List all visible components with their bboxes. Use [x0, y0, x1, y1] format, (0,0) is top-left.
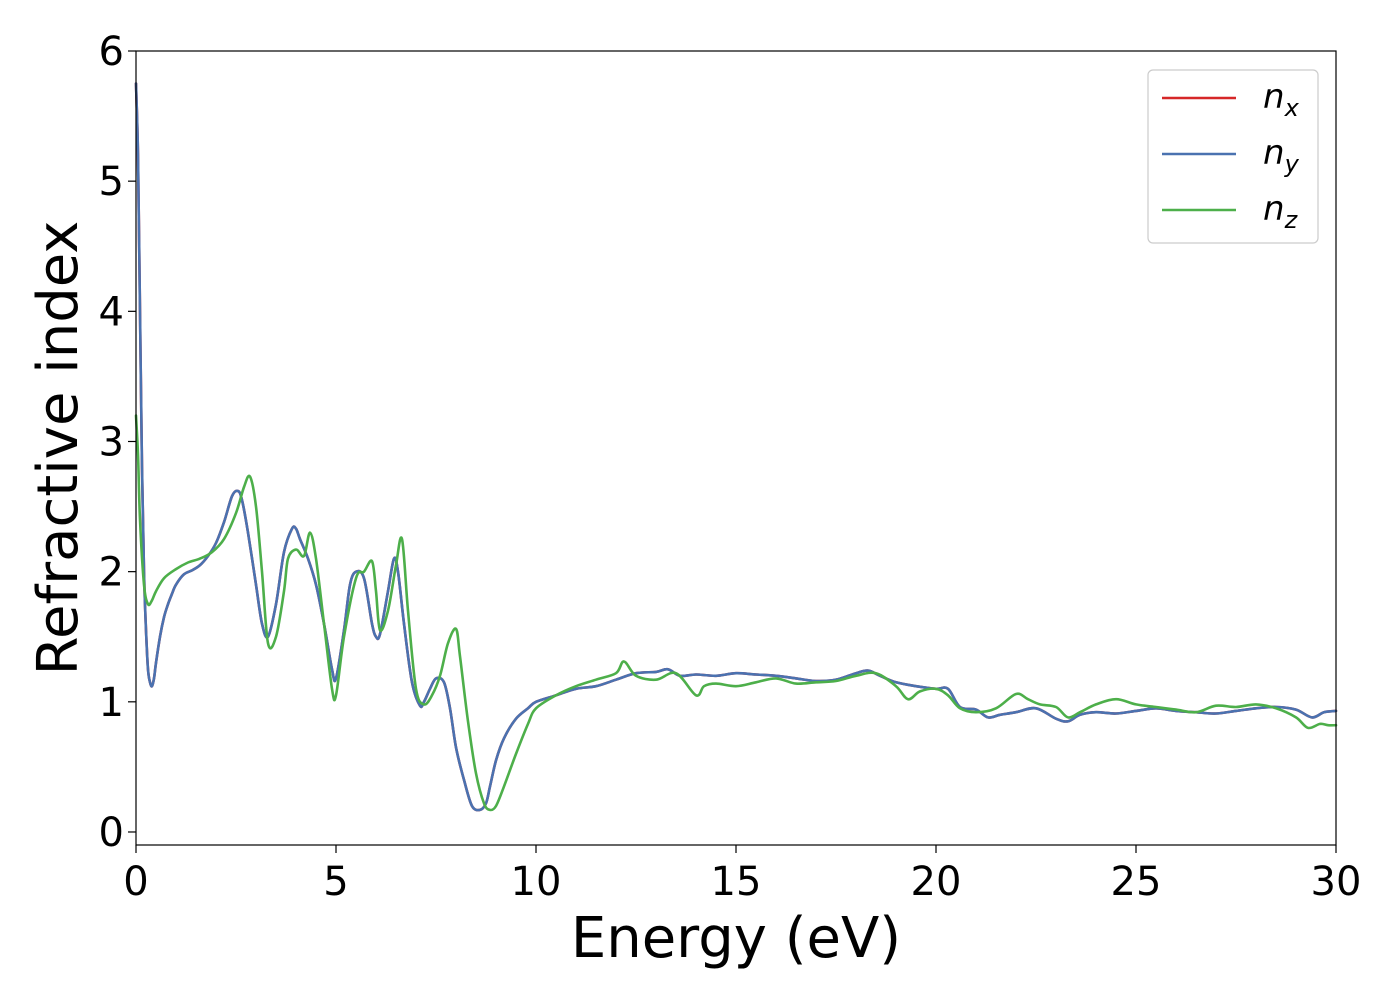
x-tick-label: 20 — [911, 859, 962, 905]
series-layer — [134, 82, 1338, 812]
x-tick-label: 5 — [323, 859, 348, 905]
x-tick-label: 30 — [1311, 859, 1362, 905]
series-line-z — [134, 414, 1338, 812]
y-tick-label: 0 — [99, 810, 124, 856]
y-tick-label: 6 — [99, 29, 124, 75]
legend-label-y: ny — [1263, 133, 1300, 178]
legend: nx ny nz — [1147, 69, 1319, 244]
legend-label-x: nx — [1263, 77, 1300, 122]
x-tick-label: 10 — [511, 859, 562, 905]
x-axis-ticks: 0 5 10 15 20 25 30 — [123, 845, 1361, 905]
y-tick-label: 2 — [99, 550, 124, 596]
y-tick-label: 5 — [99, 159, 124, 205]
y-axis-title: Refractive index — [26, 221, 91, 676]
x-tick-label: 0 — [123, 859, 148, 905]
x-tick-label: 25 — [1111, 859, 1162, 905]
series-line-y — [134, 82, 1338, 812]
legend-frame — [1147, 69, 1319, 244]
x-axis-title: Energy (eV) — [571, 906, 901, 971]
legend-label-z: nz — [1263, 189, 1299, 234]
y-tick-label: 4 — [99, 289, 124, 335]
x-tick-label: 15 — [711, 859, 762, 905]
y-tick-label: 3 — [99, 419, 124, 465]
y-tick-label: 1 — [99, 680, 124, 726]
y-axis-ticks: 0 1 2 3 4 5 6 — [99, 29, 136, 856]
